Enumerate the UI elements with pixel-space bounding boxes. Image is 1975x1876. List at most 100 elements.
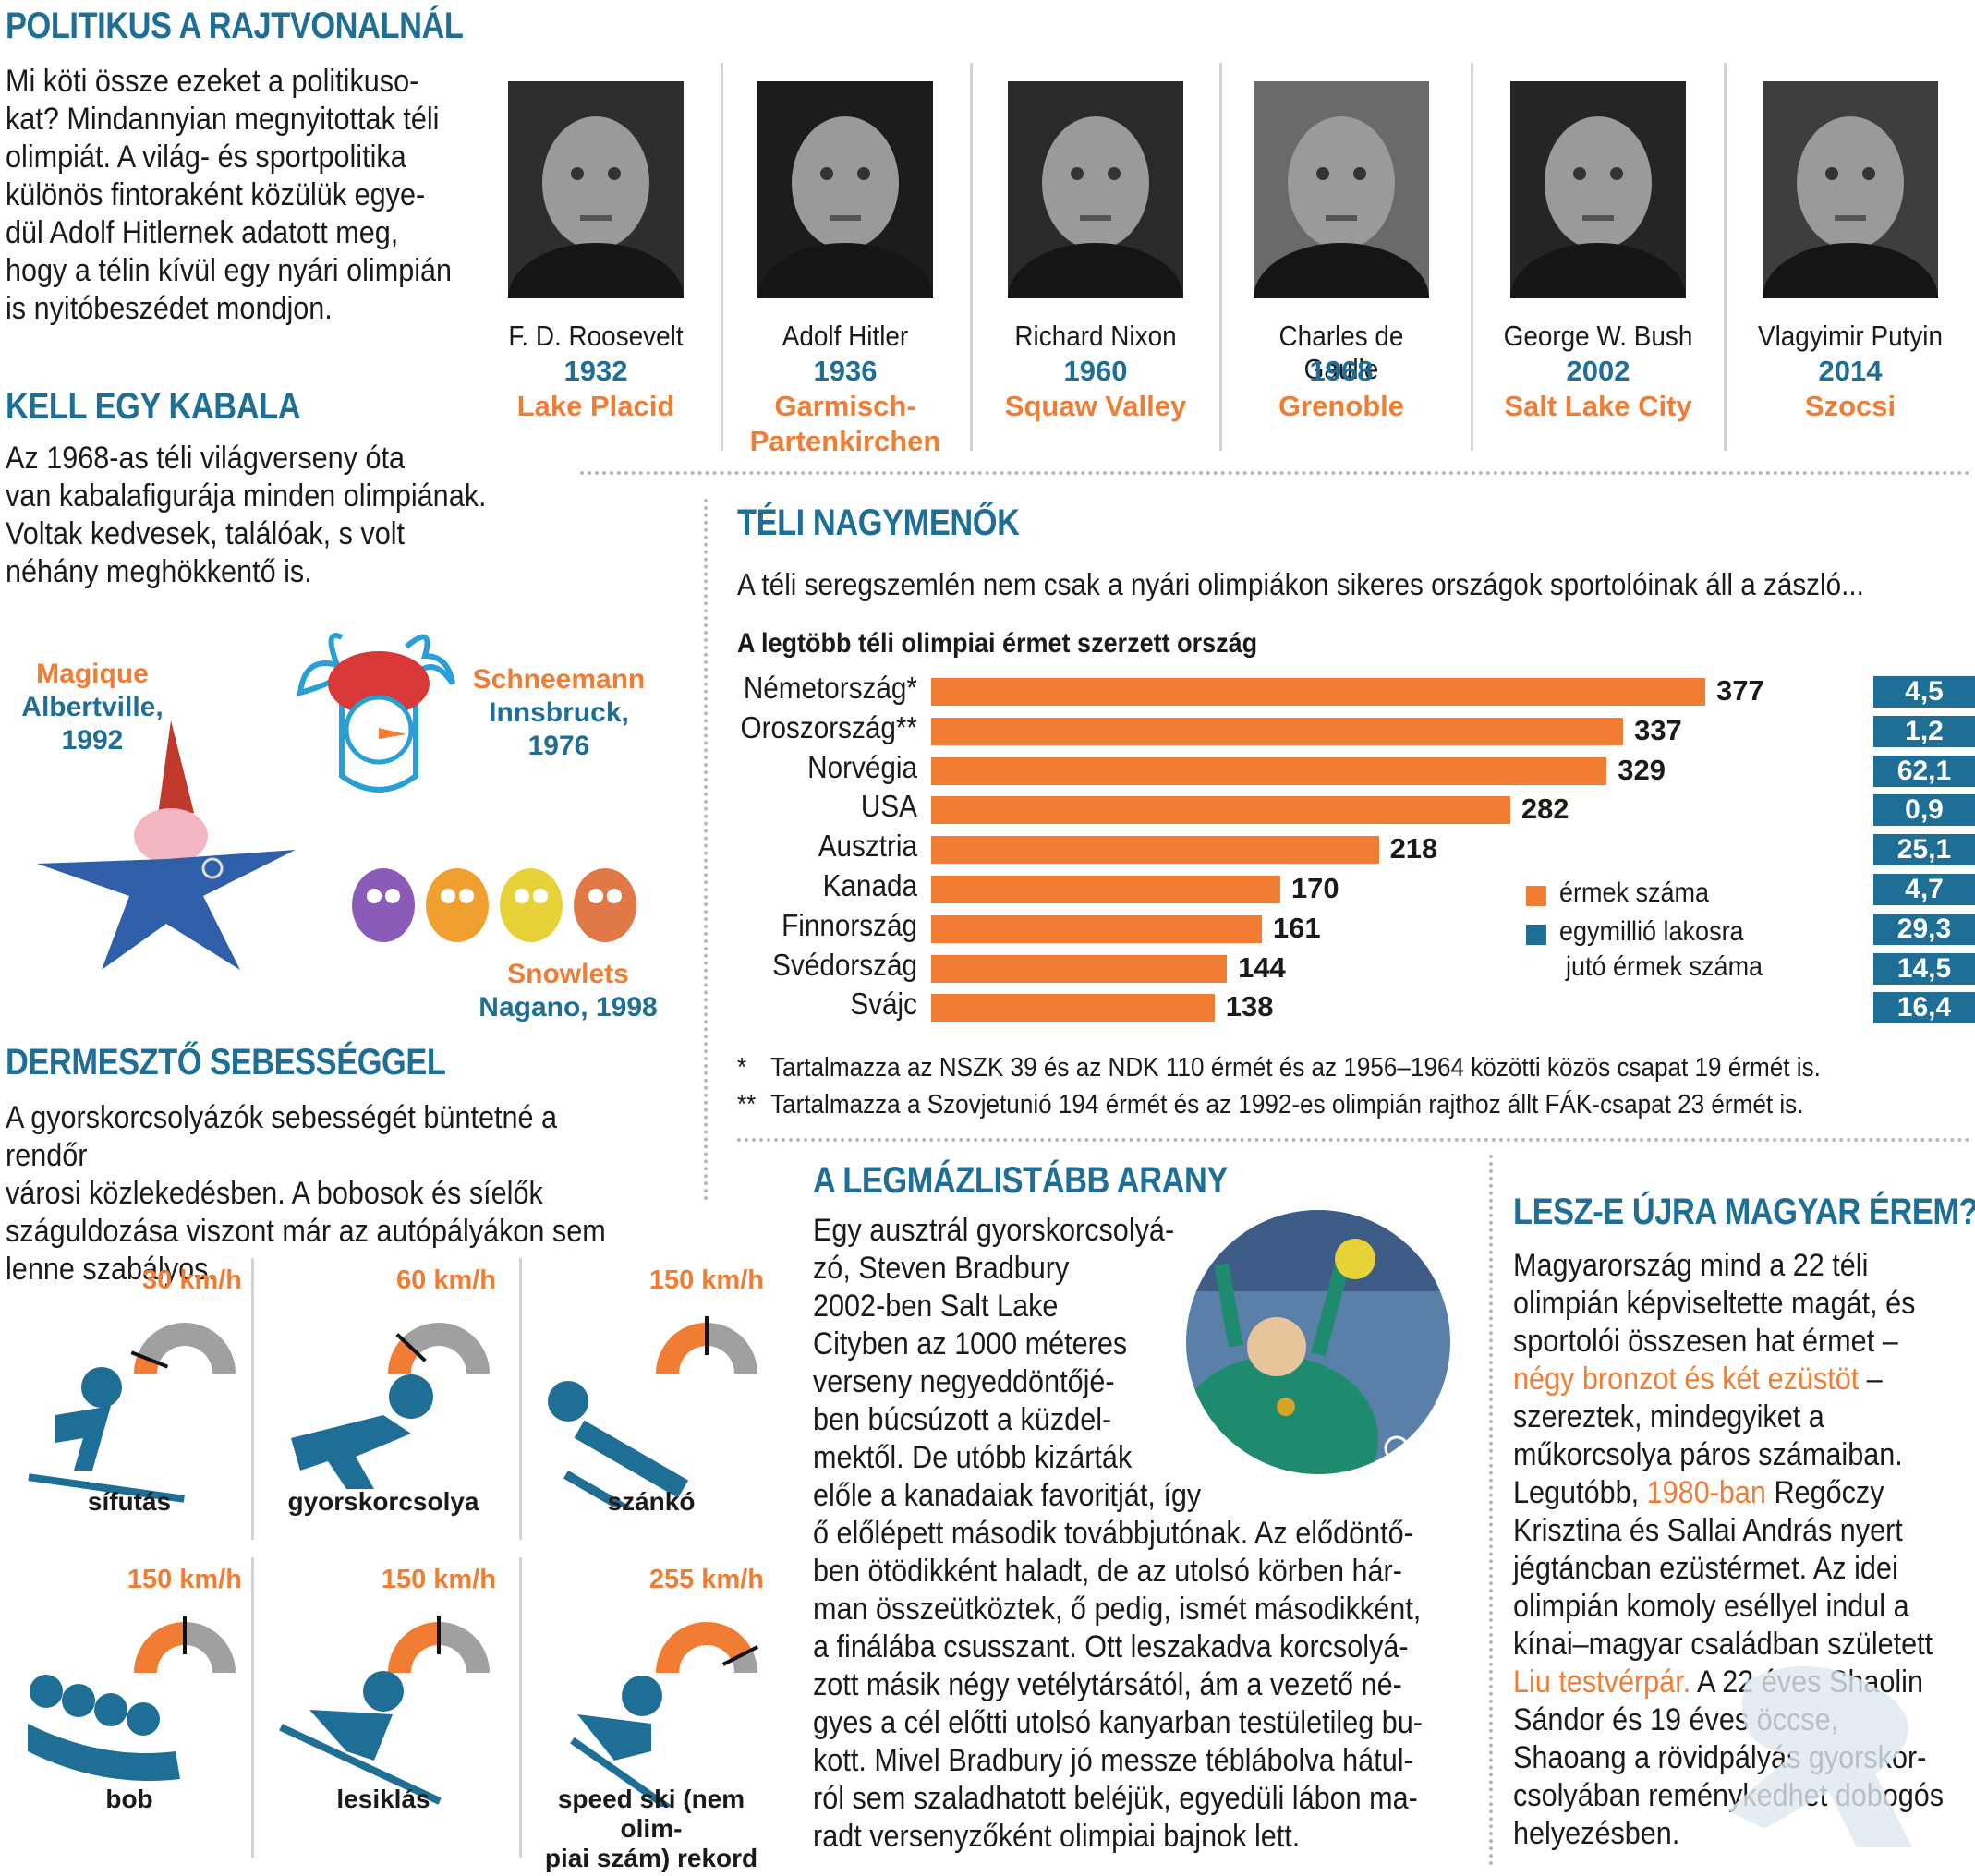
mascot-snowlets-label: Snowlets Nagano, 1998 [462,958,674,1024]
gold-line: ben búcsúzott a küzdel- [813,1402,1112,1437]
politician-host-city: Squaw Valley [985,389,1206,424]
speed-value: 150 km/h [648,1265,764,1295]
mascot-name: Snowlets [507,959,629,989]
medal-bar-chart: Németország* 377 4,5 Oroszország** 337 1,2 Nor… [740,671,1975,1024]
hungary-line: sportolói összesen hat érmet – [1513,1324,1898,1359]
politician-portrait [1008,81,1183,298]
mascot-name: Schneemann [472,664,646,695]
gold-line: előle a kanadaiak favoritját, így [813,1478,1202,1513]
host-city-line: Salt Lake City [1504,390,1692,422]
speed-value: 30 km/h [142,1265,242,1295]
speed-gauge [388,1323,490,1374]
politician-portrait [757,81,933,298]
speed-sport-label: lesiklás [263,1785,503,1814]
footnote-text: Tartalmazza az NSZK 39 és az NDK 110 érm… [770,1053,1821,1083]
politician-name: George W. Bush [1503,320,1693,352]
politician-portrait [1254,81,1429,298]
politician-portrait [1510,81,1686,298]
chart-section-title: TÉLI NAGYMENŐK [737,502,1020,543]
host-city-line: Lake Placid [516,390,675,422]
legend-label-per-capita-2: jutó érmek száma [1566,951,1763,982]
downhill-icon [279,1671,442,1805]
politician-host-city: Salt Lake City [1487,389,1709,424]
chart-section-subtitle: A téli seregszemlén nem csak a nyári oli… [737,567,1864,601]
speed-value: 60 km/h [396,1265,496,1295]
per-capita-value: 29,3 [1873,913,1975,945]
speed-title: DERMESZTŐ SEBESSÉGGEL [6,1042,446,1083]
bar-medals [931,796,1510,825]
bradbury-photo [1186,1210,1450,1474]
bar-value-label: 138 [1225,990,1274,1023]
skater-watermark-icon [1727,1666,1912,1847]
hungary-line: négy bronzot és két ezüstöt – [1513,1361,1962,1398]
speed-text: A gyorskorcsolyázók sebességét büntetné … [6,1099,637,1289]
per-capita-value: 4,5 [1873,676,1975,708]
politicians-intro: Mi köti össze ezeket a politikuso- kat? … [6,63,471,328]
gold-title: A LEGMÁZLISTÁBB ARANY [813,1160,1228,1201]
gold-line: zó, Steven Bradbury [813,1251,1070,1286]
speed-value: 255 km/h [648,1565,764,1594]
mascots-text: Az 1968-as téli világverseny óta van kab… [6,440,504,591]
gold-line: Cityben az 1000 méteres [813,1326,1128,1362]
per-capita-value: 25,1 [1873,834,1975,866]
mascot-magique-label: Magique Albertville, 1992 [9,658,176,757]
mascot-year: 1992 [61,725,124,756]
speed-text-line: lenne szabályos. [6,1252,216,1287]
bar-category-label: Oroszország** [740,709,917,744]
speed-sport-label: speed ski (nem olim-piai szám) rekord [531,1785,771,1873]
schneemann-mascot-image [297,633,455,793]
gold-line: mektől. De utóbb kizárták [813,1440,1133,1475]
per-capita-value: 1,2 [1873,715,1975,747]
gold-text-narrow: Egy ausztrál gyorskorcsolyá- zó, Steven … [813,1212,1202,1515]
gold-line: ben ötödikként haladt, de az utolsó körb… [813,1554,1402,1589]
speed-value: 150 km/h [127,1565,242,1594]
speed-gauge [656,1622,759,1673]
dotted-divider [737,1138,1970,1142]
bar-value-label: 282 [1521,793,1569,826]
bar-medals [931,994,1215,1023]
gold-line: gyes a cél előtti utolsó kanyarban testü… [813,1705,1423,1740]
chart-title: A legtöbb téli olimpiai érmet szerzett o… [737,628,1258,659]
hungary-line: kínai–magyar családban született [1513,1627,1933,1662]
footnote-1: * Tartalmazza az NSZK 39 és az NDK 110 ér… [737,1053,1821,1083]
bar-medals [931,876,1280,903]
gold-line: Egy ausztrál gyorskorcsolyá- [813,1213,1175,1248]
hungary-line: olimpián képviseltette magát, és [1513,1286,1916,1321]
bar-category-label: USA [860,789,917,824]
host-city-line: Garmisch- [774,390,916,422]
speed-text-line: A gyorskorcsolyázók sebességét büntetné … [6,1100,558,1173]
sport-label-line: bob [105,1785,153,1813]
bar-medals [931,756,1607,785]
divider [970,63,973,451]
hungary-line: helyezésben. [1513,1816,1680,1851]
per-capita-value: 0,9 [1873,794,1975,827]
politician-host-city: Grenoble [1230,389,1452,424]
hungary-line: műkorcsolya páros számaiban. [1513,1437,1903,1472]
politician-name: Charles de Gaulle [1278,320,1404,385]
host-city-line: Squaw Valley [1004,390,1187,422]
footnote-mark: ** [737,1090,757,1120]
bar-category-label: Finnország [782,907,917,942]
host-city-line: Grenoble [1278,390,1405,422]
bar-value-label: 329 [1618,753,1666,786]
mascot-schneemann-label: Schneemann Innsbruck, 1976 [462,663,656,763]
bar-medals [931,914,1262,943]
hungary-text-fragment: – [1859,1362,1883,1397]
speed-gauge [130,1323,236,1374]
gold-line: verseny negyeddöntőjé- [813,1364,1115,1399]
politician-year: 1936 [813,355,878,387]
gold-line: zott másik négy vetélytársától, ám a vez… [813,1667,1402,1702]
politician-host-city: Szocsi [1739,389,1961,424]
bar-medals [931,954,1228,983]
legend-label-medals: érmek száma [1559,877,1710,908]
mascot-text-line: néhány meghökkentő is. [6,554,312,589]
bar-value-label: 377 [1716,674,1764,707]
divider [721,63,723,451]
bar-category-label: Svédország [772,947,917,982]
skiing-icon [28,1367,185,1503]
speed-sport-label: bob [9,1785,249,1814]
mascot-place: Nagano, 1998 [479,992,658,1023]
speed-gauge [134,1616,236,1673]
sled-icon [548,1381,689,1507]
intro-line: is nyitóbeszédet mondjon. [6,291,333,326]
